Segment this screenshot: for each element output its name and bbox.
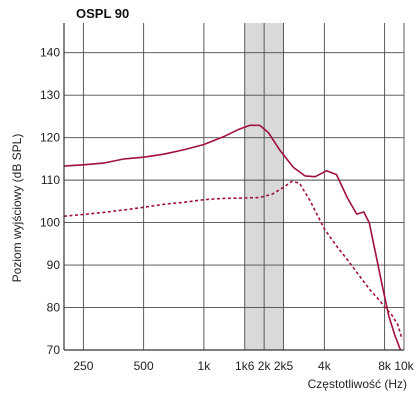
y-tick-label: 90 [47,258,61,272]
y-tick-label: 70 [47,343,61,357]
x-tick-label: 2k [258,359,272,373]
axis-layer: 70 80 90 100 110 120 130 140 250 500 1k 1k6 2k 2k5 4k 8… [40,23,415,373]
x-tick-label: 250 [73,359,93,373]
y-tick-label: 130 [40,88,60,102]
y-tick-label: 120 [40,131,60,145]
y-tick-label: 110 [41,173,60,187]
y-tick-label: 140 [40,46,60,60]
x-axis-label: Częstotliwość (Hz) [307,377,407,391]
x-tick-label: 4k [318,359,332,373]
y-tick-label: 80 [47,301,61,315]
x-tick-label: 500 [134,359,154,373]
chart-title: OSPL 90 [76,6,130,21]
series-line-solid [63,124,402,351]
y-tick-label: 100 [40,216,60,230]
series-line-dashed [63,180,403,340]
grid-layer [64,23,405,351]
x-tick-label: 8k [378,359,392,373]
x-tick-label: 1k6 [235,359,255,373]
x-tick-label: 2k5 [274,359,294,373]
series-layer [63,124,403,351]
x-tick-label: 1k [198,359,212,373]
x-tick-label: 10k [394,359,414,373]
